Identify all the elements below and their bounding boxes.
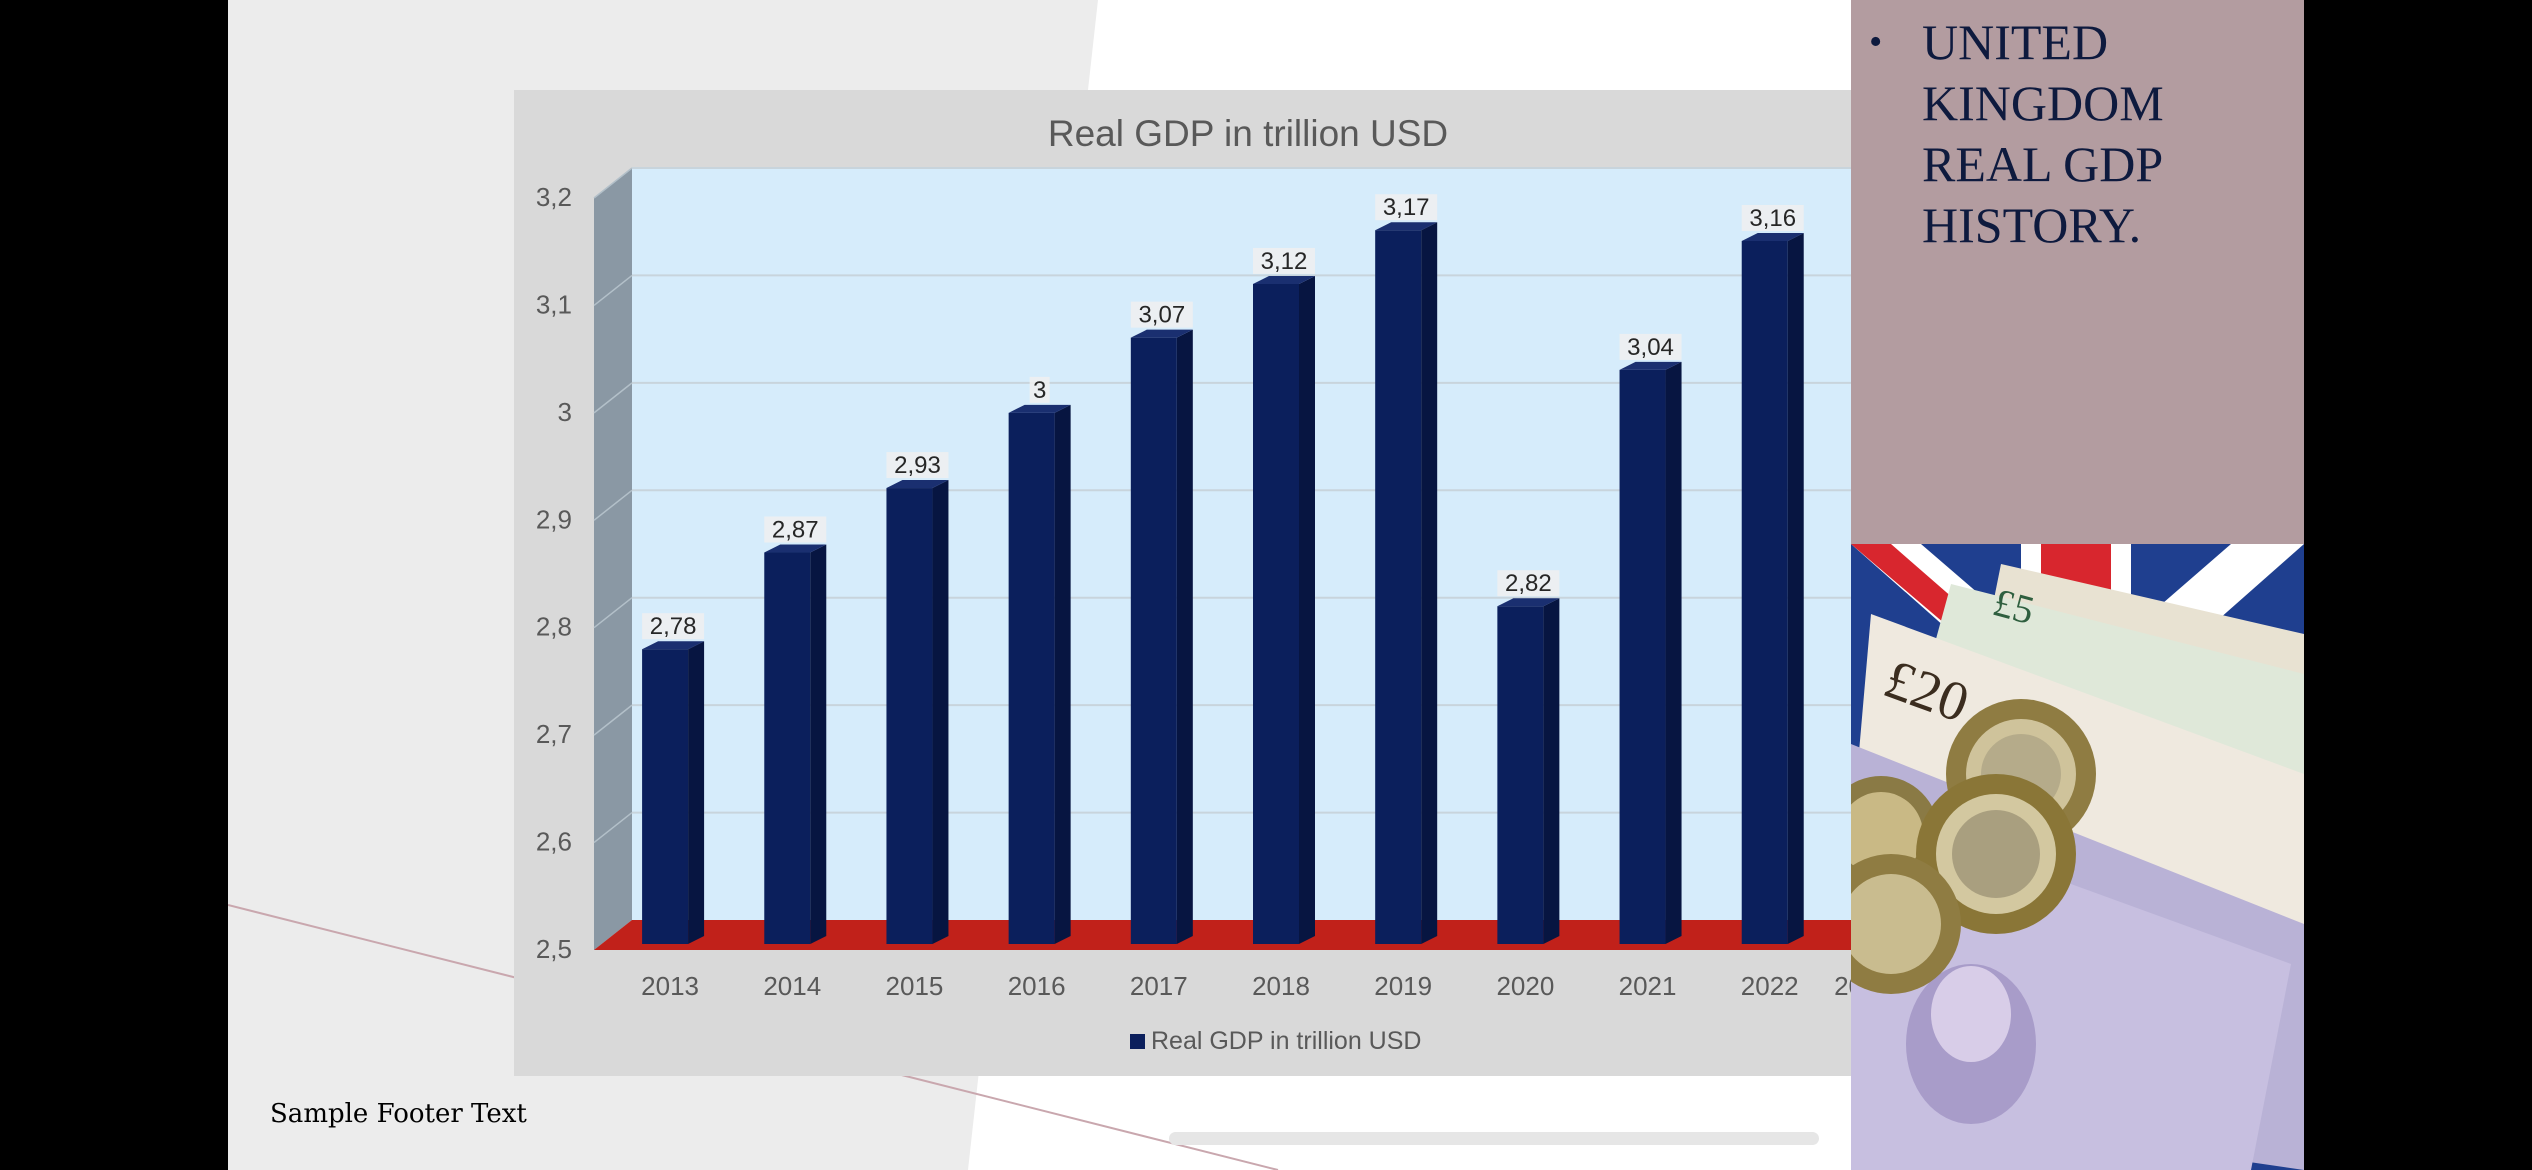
data-label-bg (1130, 301, 1193, 328)
x-tick-label: 2017 (1130, 971, 1188, 1001)
x-tick-label: 2022 (1741, 971, 1799, 1001)
data-label: 2,82 (1505, 570, 1552, 597)
bar-top (1375, 222, 1438, 231)
gridline-side (593, 382, 633, 414)
x-tick-label: 2013 (641, 971, 699, 1001)
scroll-indicator[interactable] (1169, 1132, 1819, 1145)
title-bullet: • UNITED KINGDOM REAL GDP HISTORY. (1869, 12, 2304, 256)
gridline-side (593, 274, 633, 307)
bar (1253, 283, 1299, 944)
chart: Real GDP in trillion USD 2,782,872,9333,… (536, 113, 1976, 1055)
bar-top (1008, 404, 1071, 413)
chart-area: Real GDP in trillion USD 2,78 2,87 2,93 3 3,… (514, 90, 1982, 1076)
gridline-side (593, 811, 633, 844)
bar-side (932, 480, 949, 944)
y-tick-label: 3,2 (536, 182, 572, 212)
y-tick-label: 2,5 (536, 934, 572, 964)
coins-icon (1851, 699, 2096, 994)
bar (1130, 337, 1177, 944)
british-money-photo: £20 £5 (1851, 544, 2304, 1170)
data-label-bg (1619, 333, 1682, 360)
y-tick-label: 3,1 (536, 289, 572, 319)
bar-side (1421, 222, 1438, 944)
data-label: 3,04 (1627, 334, 1674, 361)
x-tick-label: 2018 (1252, 971, 1310, 1001)
bar-side (688, 641, 705, 944)
title-text: UNITED KINGDOM REAL GDP HISTORY. (1922, 14, 2164, 253)
data-label-bg (1029, 376, 1050, 403)
x-tick-label: 2020 (1496, 971, 1554, 1001)
data-label: 2,93 (894, 452, 941, 479)
bar-side (1299, 275, 1315, 944)
data-label-bg (1375, 194, 1438, 221)
data-label-bg (1253, 247, 1315, 274)
data-label-bg (764, 516, 827, 543)
legend-label: Real GDP in trillion USD (1151, 1027, 1421, 1055)
bar (886, 488, 933, 944)
footer-text: Sample Footer Text (270, 1099, 527, 1129)
bar-top (1253, 275, 1315, 284)
bar-top (1741, 232, 1804, 241)
data-label-bg (1741, 204, 1804, 231)
bar (1375, 230, 1422, 944)
x-tick-label: 2016 (1008, 971, 1066, 1001)
bar-top (642, 641, 705, 650)
bar-side (1543, 598, 1560, 944)
data-label: 3,12 (1261, 248, 1308, 275)
y-tick-label: 3 (558, 397, 572, 427)
plot-side-wall (594, 168, 632, 950)
bar-top (886, 480, 949, 489)
bullet-icon: • (1869, 21, 1883, 63)
bar (764, 552, 811, 944)
data-label-bg (1497, 570, 1560, 597)
bar-side (1665, 361, 1682, 944)
bar-side (810, 544, 827, 944)
bar-top (1130, 329, 1193, 338)
bar (1619, 369, 1666, 944)
legend-swatch (1130, 1034, 1145, 1049)
bar-top (1497, 598, 1560, 607)
data-label: 3,17 (1383, 194, 1430, 221)
y-tick-label: 2,6 (536, 827, 572, 857)
bar-top (764, 544, 827, 553)
data-label: 3 (1033, 377, 1046, 404)
data-label: 2,87 (772, 517, 819, 544)
y-tick-label: 2,7 (536, 719, 572, 749)
x-tick-label: 2014 (763, 971, 821, 1001)
y-tick-label: 2,9 (536, 504, 572, 534)
data-label: 3,07 (1138, 302, 1185, 329)
bar-side (1054, 404, 1071, 944)
gridline-side (593, 597, 633, 629)
bar (1741, 240, 1788, 944)
gridline-side (593, 704, 633, 736)
bar (1008, 412, 1055, 944)
x-tick-label: 2015 (886, 971, 944, 1001)
gridline-side (593, 167, 633, 199)
data-label-bg (642, 613, 705, 640)
y-tick-label: 2,8 (536, 612, 572, 642)
x-tick-label: 2021 (1619, 971, 1677, 1001)
title-list: • UNITED KINGDOM REAL GDP HISTORY. (1869, 12, 2304, 256)
data-label-bg (886, 452, 949, 479)
bar (1497, 606, 1544, 944)
title-panel: • UNITED KINGDOM REAL GDP HISTORY. (1851, 0, 2304, 544)
bar-top (1619, 361, 1682, 370)
gridline-side (593, 489, 633, 521)
data-label: 2,78 (650, 613, 697, 640)
chart-title: Real GDP in trillion USD (1048, 113, 1448, 154)
bar-side (1176, 329, 1193, 944)
bar (642, 649, 689, 944)
x-tick-label: 2019 (1374, 971, 1432, 1001)
data-label: 3,16 (1749, 205, 1796, 232)
bar-side (1787, 232, 1804, 944)
